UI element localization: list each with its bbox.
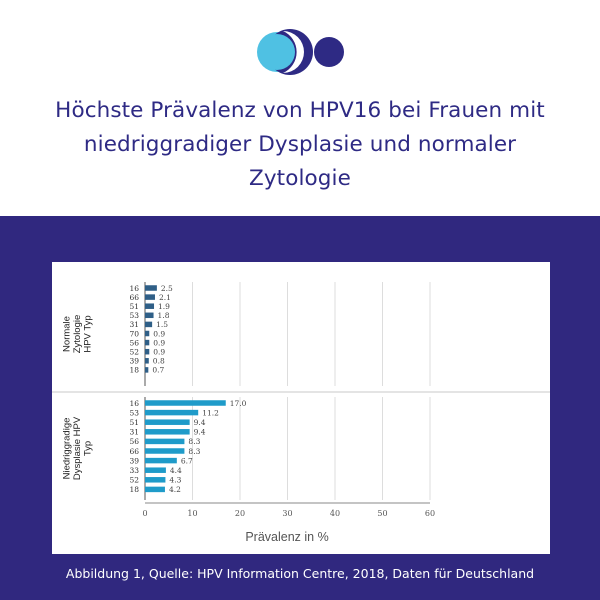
bar (145, 367, 149, 373)
category-label: 70 (129, 329, 139, 338)
x-tick-label: 10 (187, 509, 197, 518)
value-label: 17.0 (230, 399, 247, 408)
value-label: 8.3 (188, 447, 200, 456)
bar (145, 486, 165, 493)
y-axis-title-line: Zytologie (72, 315, 83, 354)
value-label: 0.9 (153, 329, 165, 338)
bar (145, 448, 185, 454)
value-label: 8.3 (188, 437, 200, 446)
value-label: 0.8 (153, 357, 165, 366)
category-label: 18 (129, 366, 139, 375)
bar (145, 303, 155, 309)
value-label: 0.7 (152, 366, 164, 375)
value-label: 0.9 (153, 338, 165, 347)
category-label: 18 (129, 485, 139, 494)
logo-crescent-edge (283, 31, 304, 73)
bar (145, 321, 153, 328)
bar (145, 438, 185, 445)
category-label: 56 (129, 338, 139, 347)
category-label: 66 (129, 293, 139, 302)
x-tick-label: 0 (142, 509, 147, 518)
category-label: 31 (129, 320, 139, 329)
category-label: 51 (129, 302, 139, 311)
value-label: 2.1 (159, 293, 171, 302)
value-label: 4.3 (169, 476, 181, 485)
page-title: Höchste Prävalenz von HPV16 bei Frauen m… (55, 98, 545, 191)
value-label: 1.9 (158, 302, 170, 311)
x-tick-label: 60 (425, 509, 435, 518)
category-label: 52 (129, 476, 139, 485)
category-label: 53 (129, 311, 139, 320)
category-label: 53 (129, 408, 139, 417)
x-tick-label: 50 (377, 509, 387, 518)
x-tick-label: 40 (330, 509, 340, 518)
y-axis-title-line: Typ (83, 441, 94, 456)
bar (145, 330, 150, 337)
bar (145, 477, 166, 483)
bar (145, 358, 149, 364)
value-label: 9.4 (194, 428, 206, 437)
logo-small-circle (314, 37, 344, 67)
category-label: 33 (129, 466, 139, 475)
value-label: 4.2 (169, 485, 181, 494)
category-label: 31 (129, 428, 139, 437)
bar (145, 348, 150, 355)
x-tick-label: 30 (282, 509, 292, 518)
value-label: 9.4 (194, 418, 206, 427)
bar (145, 312, 154, 319)
y-axis-title-line: Niedriggradige (62, 418, 73, 480)
x-tick-label: 20 (235, 509, 245, 518)
value-label: 6.7 (181, 456, 193, 465)
bar (145, 285, 157, 291)
category-label: 56 (129, 437, 139, 446)
y-axis-title: Normale Zytologie HPV Typ (62, 315, 94, 354)
category-label: 39 (129, 357, 139, 366)
category-label: 16 (129, 284, 139, 293)
category-label: 39 (129, 456, 139, 465)
figure-caption: Abbildung 1, Quelle: HPV Information Cen… (65, 566, 535, 581)
bar (145, 457, 177, 464)
category-label: 66 (129, 447, 139, 456)
value-label: 11.2 (202, 408, 219, 417)
category-label: 52 (129, 348, 139, 357)
bar (145, 294, 155, 300)
chart-panel: 16 2.5 66 2.1 51 1.9 53 1.8 31 1.5 70 0.9 56 0.9 52 0.9… (52, 262, 550, 554)
x-axis-title: Prävalenz in % (245, 530, 328, 544)
value-label: 0.9 (153, 348, 165, 357)
value-label: 2.5 (161, 284, 173, 293)
bar (145, 419, 190, 425)
bar (145, 339, 150, 346)
bar (145, 400, 226, 406)
bar (145, 409, 199, 416)
bar (145, 429, 190, 435)
brand-logo-icon (257, 29, 344, 75)
prevalence-bar-chart: 16 2.5 66 2.1 51 1.9 53 1.8 31 1.5 70 0.9 56 0.9 52 0.9… (52, 282, 550, 544)
value-label: 1.8 (158, 311, 170, 320)
y-axis-title: Niedriggradige Dysplasie HPV Typ (62, 416, 94, 480)
bar (145, 467, 166, 473)
logo-light-circle-front (259, 34, 295, 70)
y-axis-title-line: Normale (62, 316, 73, 352)
y-axis-title-line: HPV Typ (83, 315, 94, 352)
value-label: 1.5 (156, 320, 168, 329)
value-label: 4.4 (170, 466, 182, 475)
category-label: 16 (129, 399, 139, 408)
category-label: 51 (129, 418, 139, 427)
y-axis-title-line: Dysplasie HPV (72, 416, 83, 480)
